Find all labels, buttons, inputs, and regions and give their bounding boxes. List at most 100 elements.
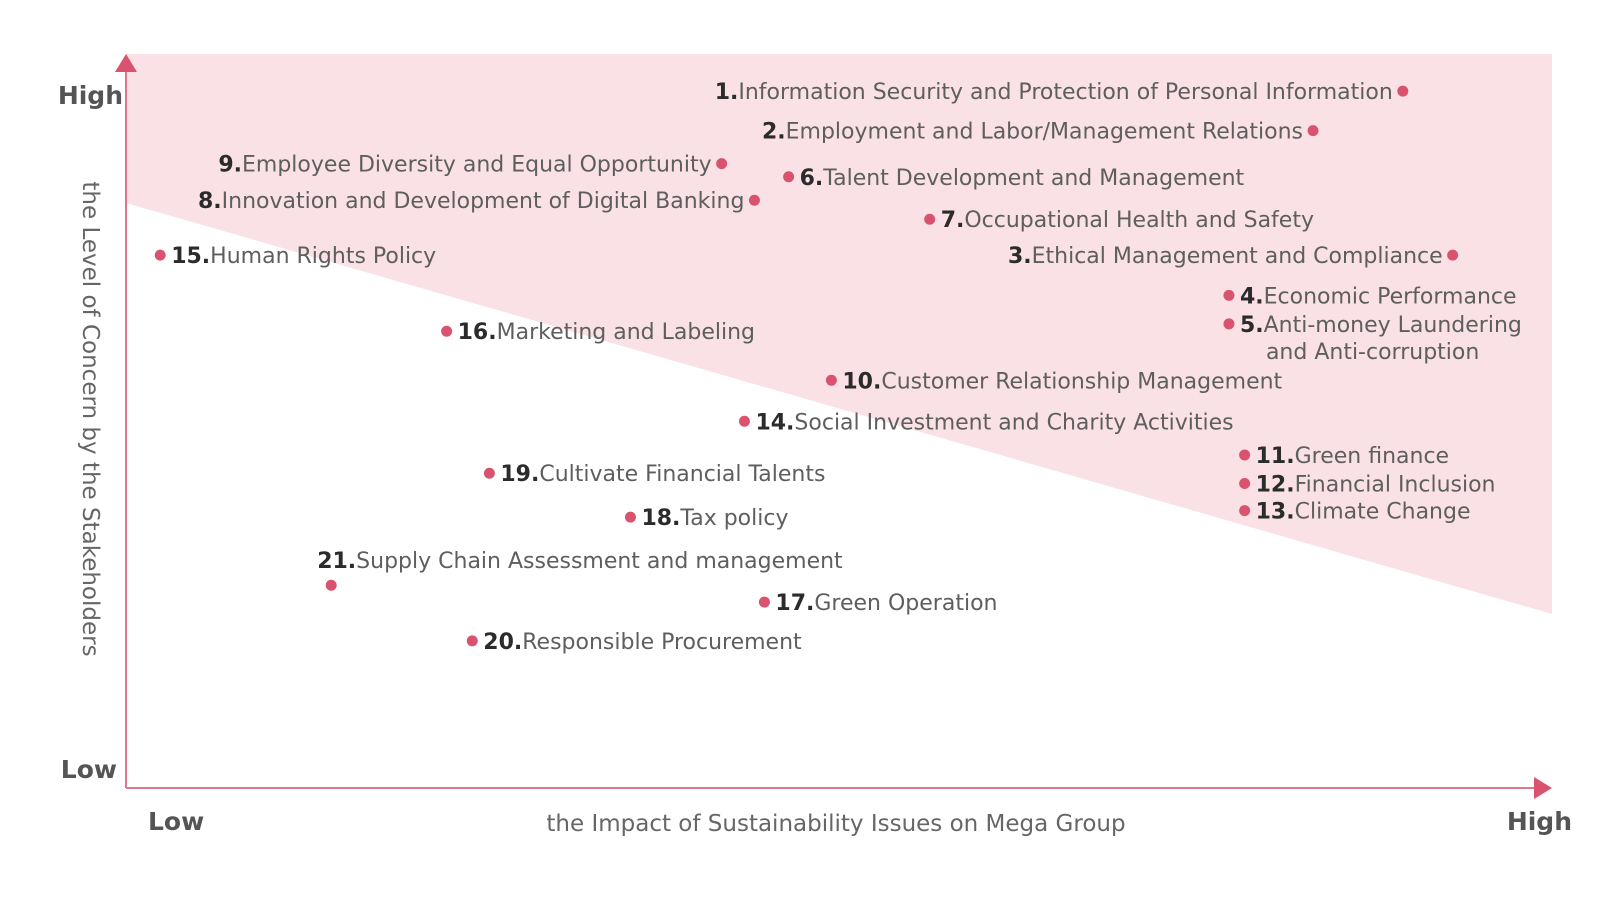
point-label-text: Innovation and Development of Digital Ba… [222, 189, 745, 214]
point-label-text: Tax policy [679, 506, 788, 531]
point-number: 16. [458, 320, 497, 345]
data-point: 15.Human Rights Policy [154, 244, 436, 269]
data-point: 12.Financial Inclusion [1239, 472, 1496, 497]
point-number: 6. [800, 166, 824, 191]
point-marker [748, 194, 760, 206]
point-label-text: Human Rights Policy [210, 244, 436, 269]
point-marker [441, 325, 453, 337]
point-marker [1223, 318, 1235, 330]
point-label: 7.Occupational Health and Safety [941, 208, 1314, 233]
point-number: 5. [1240, 313, 1264, 338]
point-number: 21. [317, 549, 356, 574]
point-marker [466, 635, 478, 647]
y-axis-title: the Level of Concern by the Stakeholders [77, 181, 103, 656]
point-label: 14.Social Investment and Charity Activit… [755, 410, 1233, 435]
data-point: 6.Talent Development and Management [783, 166, 1245, 191]
point-label-text: Supply Chain Assessment and management [356, 549, 843, 574]
point-number: 12. [1256, 472, 1295, 497]
point-marker [783, 171, 795, 183]
data-point: 1.Information Security and Protection of… [715, 80, 1409, 105]
point-number: 17. [775, 591, 814, 616]
data-point: 20.Responsible Procurement [466, 630, 802, 655]
point-label: 19.Cultivate Financial Talents [500, 462, 825, 487]
point-marker [1397, 85, 1409, 97]
data-point: 14.Social Investment and Charity Activit… [738, 410, 1234, 435]
point-label: 18.Tax policy [641, 506, 788, 531]
y-low-label: Low [61, 755, 117, 784]
data-points: 1.Information Security and Protection of… [154, 80, 1522, 655]
point-marker [1307, 125, 1319, 137]
point-label: 21.Supply Chain Assessment and managemen… [317, 549, 843, 574]
x-high-label: High [1507, 807, 1572, 836]
data-point: 10.Customer Relationship Management [825, 369, 1283, 394]
point-number: 3. [1008, 244, 1032, 269]
point-number: 13. [1256, 500, 1295, 525]
point-label-text: Cultivate Financial Talents [539, 462, 825, 487]
data-point: 2.Employment and Labor/Management Relati… [762, 120, 1319, 145]
y-axis-arrow-icon [115, 54, 137, 72]
point-label-text: Financial Inclusion [1295, 472, 1496, 497]
point-label-text: Talent Development and Management [822, 166, 1244, 191]
point-label: 10.Customer Relationship Management [842, 369, 1282, 394]
point-marker [1239, 477, 1251, 489]
point-label: 15.Human Rights Policy [171, 244, 436, 269]
point-label: 3.Ethical Management and Compliance [1008, 244, 1443, 269]
point-number: 1. [715, 80, 739, 105]
point-marker [154, 249, 166, 261]
point-number: 7. [941, 208, 965, 233]
point-marker [1447, 249, 1459, 261]
point-number: 20. [483, 630, 522, 655]
point-number: 14. [755, 410, 794, 435]
point-label-text: Information Security and Protection of P… [738, 80, 1392, 105]
point-label: 4.Economic Performance [1240, 284, 1517, 309]
point-label-text: Climate Change [1295, 500, 1471, 525]
high-priority-region [126, 54, 1552, 614]
point-label: 5.Anti-money Laundering [1240, 313, 1522, 338]
point-marker [1239, 449, 1251, 461]
point-marker [1239, 505, 1251, 517]
point-marker [924, 213, 936, 225]
data-point: 21.Supply Chain Assessment and managemen… [317, 549, 843, 591]
point-label: 9.Employee Diversity and Equal Opportuni… [218, 153, 711, 178]
point-label-text: Green finance [1295, 444, 1449, 469]
point-label: 13.Climate Change [1256, 500, 1471, 525]
point-label-text: Ethical Management and Compliance [1032, 244, 1443, 269]
point-label-text: Economic Performance [1264, 284, 1517, 309]
point-label: 6.Talent Development and Management [800, 166, 1245, 191]
point-label-text: Employee Diversity and Equal Opportunity [242, 153, 712, 178]
point-marker [624, 511, 636, 523]
data-point: 17.Green Operation [758, 591, 997, 616]
point-label-line2: and Anti-corruption [1266, 340, 1479, 365]
data-point: 8.Innovation and Development of Digital … [198, 189, 760, 214]
point-label: 1.Information Security and Protection of… [715, 80, 1393, 105]
data-point: 4.Economic Performance [1223, 284, 1517, 309]
point-label-text: Employment and Labor/Management Relation… [786, 120, 1303, 145]
point-number: 11. [1256, 444, 1295, 469]
y-high-label: High [58, 81, 123, 110]
data-point: 13.Climate Change [1239, 500, 1471, 525]
point-label: 11.Green finance [1256, 444, 1449, 469]
data-point: 3.Ethical Management and Compliance [1008, 244, 1459, 269]
point-label: 2.Employment and Labor/Management Relati… [762, 120, 1303, 145]
point-label-text: Green Operation [814, 591, 997, 616]
point-number: 15. [171, 244, 210, 269]
point-label: 8.Innovation and Development of Digital … [198, 189, 744, 214]
point-label: 20.Responsible Procurement [483, 630, 802, 655]
point-label-text: Occupational Health and Safety [964, 208, 1314, 233]
point-label-text: Anti-money Laundering [1264, 313, 1522, 338]
data-point: 16.Marketing and Labeling [441, 320, 755, 345]
point-number: 10. [842, 369, 881, 394]
data-point: 7.Occupational Health and Safety [924, 208, 1314, 233]
point-number: 18. [641, 506, 680, 531]
x-axis-arrow-icon [1534, 777, 1552, 799]
point-label-text: Customer Relationship Management [881, 369, 1282, 394]
point-number: 8. [198, 189, 222, 214]
point-label-text: Social Investment and Charity Activities [794, 410, 1233, 435]
point-marker [738, 415, 750, 427]
axes [115, 54, 1552, 799]
point-number: 4. [1240, 284, 1264, 309]
data-point: 11.Green finance [1239, 444, 1449, 469]
point-marker [716, 158, 728, 170]
